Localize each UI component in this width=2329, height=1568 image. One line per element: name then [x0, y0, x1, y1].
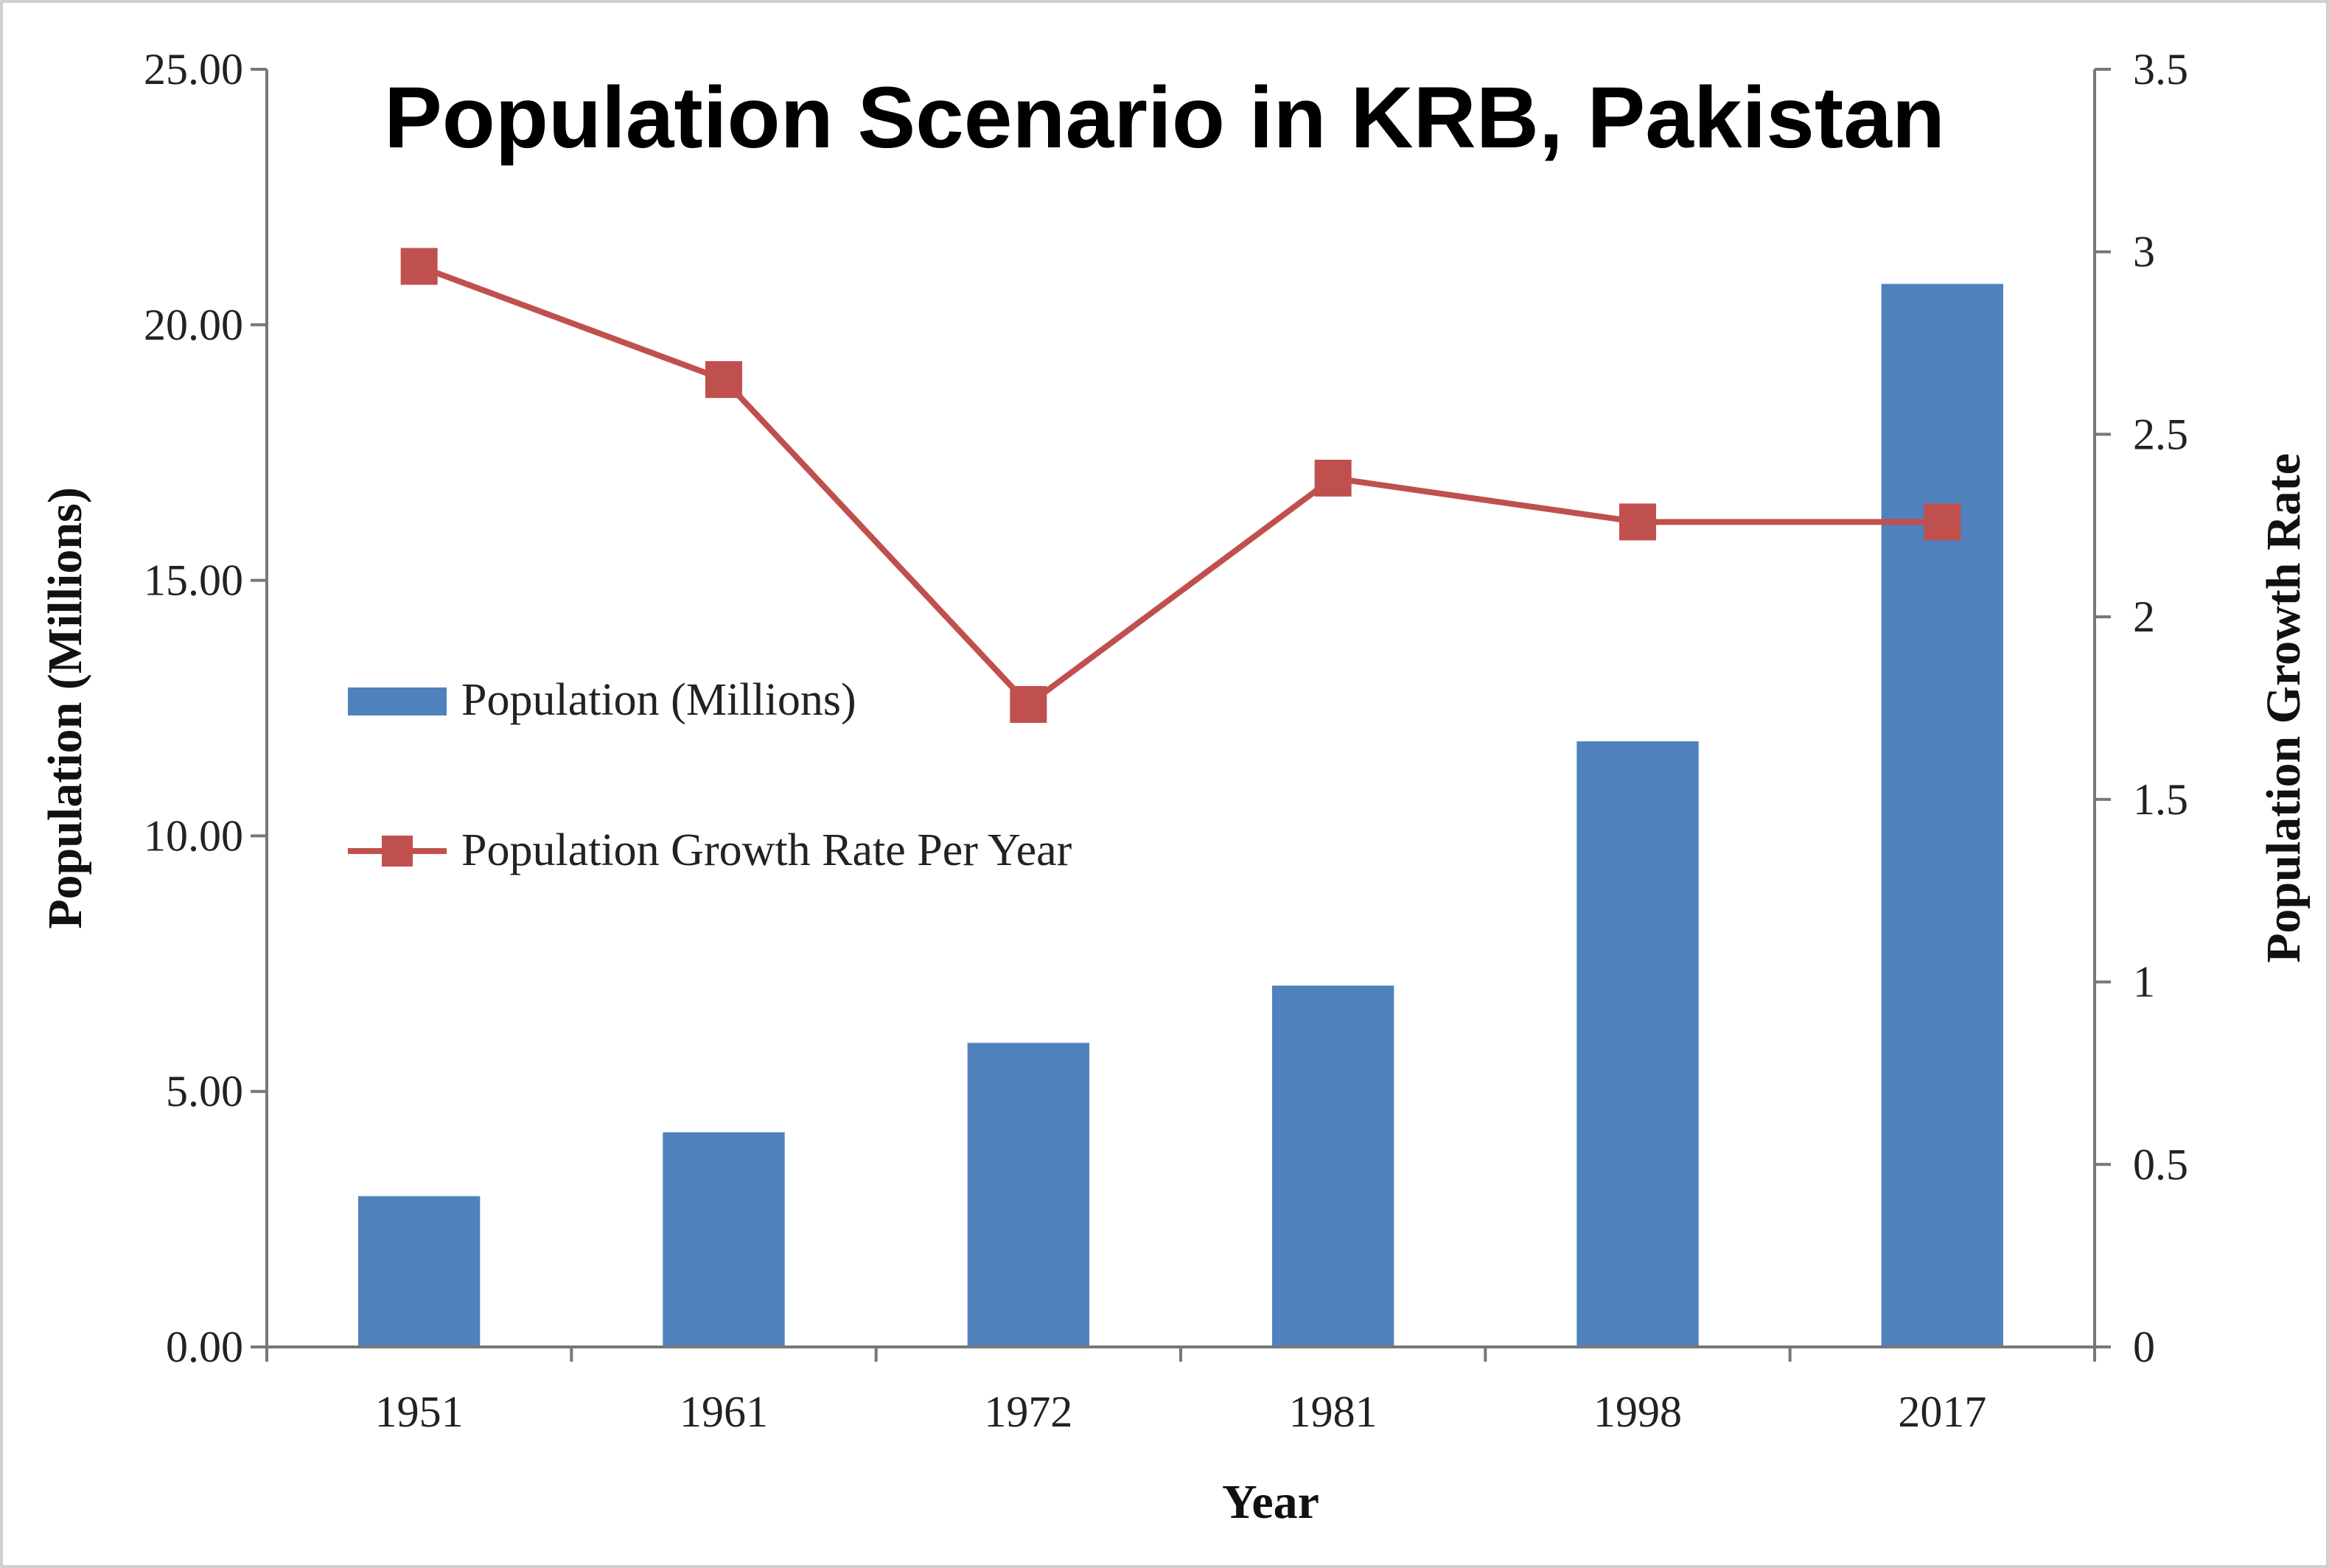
- growth-rate-line: [418, 263, 1943, 708]
- right-tick-label: 1.5: [2133, 775, 2188, 824]
- bar-1951: [358, 1196, 481, 1347]
- y-axis-title: Population (Millions): [38, 487, 92, 929]
- legend-line-label: Population Growth Rate Per Year: [461, 825, 1072, 875]
- right-tick-label: 3: [2133, 228, 2155, 276]
- x-tick-label-2017: 2017: [1898, 1387, 1986, 1436]
- bar-1981: [1272, 985, 1394, 1347]
- bar-1998: [1576, 741, 1699, 1347]
- x-tick-label-1961: 1961: [680, 1387, 768, 1436]
- bar-2017: [1881, 284, 2003, 1347]
- x-tick-label-1981: 1981: [1289, 1387, 1378, 1436]
- x-tick-label-1998: 1998: [1593, 1387, 1682, 1436]
- right-axis-ticks: 0 0.5 1 1.5 2 2.5 3 3.5: [2095, 45, 2188, 1371]
- left-tick-label: 15.00: [144, 556, 243, 605]
- chart-title: Population Scenario in KRB, Pakistan: [384, 69, 1945, 167]
- bar-1972: [967, 1043, 1089, 1347]
- legend-bar-label: Population (Millions): [461, 675, 856, 725]
- left-axis-ticks: 0.00 5.00 10.00 15.00 20.00 25.00: [144, 45, 267, 1371]
- bars-layer: [358, 284, 2003, 1347]
- growth-rate-point-1981: [1314, 459, 1352, 497]
- left-tick-label: 20.00: [144, 301, 243, 349]
- x-tick-label-1972: 1972: [984, 1387, 1072, 1436]
- line-layer: [400, 248, 1961, 724]
- right-tick-label: 0: [2133, 1323, 2155, 1371]
- left-tick-label: 25.00: [144, 45, 243, 94]
- growth-rate-point-1972: [1010, 686, 1047, 724]
- growth-rate-point-1998: [1619, 503, 1656, 541]
- legend-line-marker: [382, 836, 413, 867]
- right-tick-label: 3.5: [2133, 45, 2188, 94]
- x-tick-label-1951: 1951: [375, 1387, 464, 1436]
- growth-rate-point-1951: [400, 248, 438, 285]
- right-tick-label: 2.5: [2133, 410, 2188, 458]
- left-tick-label: 5.00: [166, 1067, 243, 1116]
- x-axis-ticks: 1951 1961 1972 1981 1998 2017: [265, 1347, 2096, 1436]
- left-tick-label: 0.00: [166, 1323, 243, 1371]
- bar-1961: [663, 1132, 785, 1347]
- y2-axis-title: Population Growth Rate: [2257, 453, 2311, 963]
- x-axis-title: Year: [1222, 1475, 1319, 1529]
- right-tick-label: 1: [2133, 958, 2155, 1007]
- right-tick-label: 0.5: [2133, 1140, 2188, 1189]
- left-tick-label: 10.00: [144, 811, 243, 860]
- growth-rate-point-2017: [1924, 503, 1961, 541]
- right-tick-label: 2: [2133, 592, 2155, 641]
- legend-bar-swatch: [348, 687, 447, 715]
- growth-rate-point-1961: [705, 361, 742, 399]
- legend: Population (Millions) Population Growth …: [348, 675, 1072, 875]
